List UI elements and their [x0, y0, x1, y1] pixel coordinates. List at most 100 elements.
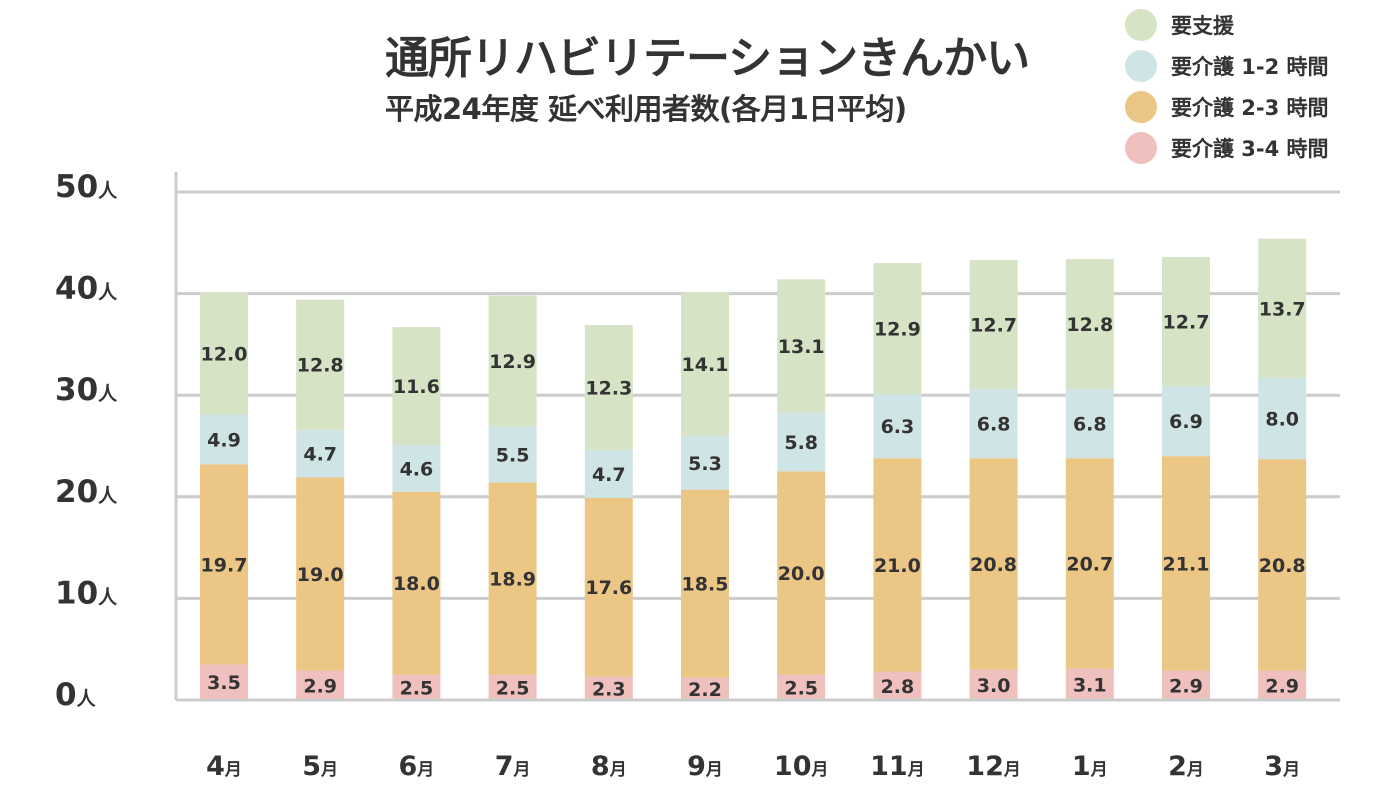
legend-item-shien: 要支援 [1125, 4, 1329, 45]
legend-label-kaigo-2-3: 要介護 2-3 時間 [1171, 95, 1329, 120]
data-label: 18.0 [393, 573, 440, 595]
chart-title: 通所リハビリテーションきんかい [385, 33, 1030, 84]
bar-segment [296, 429, 345, 478]
data-label: 8.0 [1265, 409, 1299, 431]
bar-segment [296, 670, 345, 700]
y-tick-label: 0人 [55, 677, 97, 713]
data-label: 2.3 [592, 678, 626, 700]
bar-segment [488, 674, 537, 700]
bar-segment [777, 674, 826, 700]
data-label: 19.0 [297, 564, 344, 586]
bar-segment [1162, 386, 1210, 457]
x-tick-label: 9月 [687, 751, 723, 782]
bar-segment [200, 664, 248, 700]
data-label: 5.3 [688, 453, 722, 475]
chart-subtitle: 平成24年度 延べ利用者数(各月1日平均) [385, 92, 907, 126]
data-label: 3.0 [977, 675, 1011, 697]
data-label: 3.1 [1073, 674, 1107, 696]
data-label: 12.3 [585, 378, 632, 400]
data-label: 4.6 [400, 458, 434, 480]
bar-segment [1258, 238, 1307, 378]
data-label: 12.8 [297, 355, 344, 377]
x-tick-label: 10月 [774, 751, 829, 782]
x-tick-label: 1月 [1072, 751, 1108, 782]
bar-segment [969, 389, 1018, 459]
legend-item-kaigo-2-3: 要介護 2-3 時間 [1125, 86, 1329, 127]
x-tick-label: 2月 [1168, 751, 1204, 782]
data-label: 13.7 [1259, 298, 1306, 320]
bar-segment [969, 669, 1018, 700]
data-label: 5.8 [784, 432, 818, 454]
data-label: 2.5 [400, 677, 434, 699]
bar-segment [681, 435, 729, 490]
x-tick-label: 3月 [1264, 751, 1300, 782]
data-label: 20.7 [1066, 553, 1113, 575]
legend-swatch-kaigo-1-2 [1125, 49, 1157, 82]
data-label: 2.2 [688, 679, 722, 701]
bar-segment [873, 263, 922, 395]
bar-segment [584, 450, 633, 498]
data-label: 2.5 [496, 677, 530, 699]
legend: 要支援 要介護 1-2 時間 要介護 2-3 時間 要介護 3-4 時間 [1125, 4, 1329, 168]
bar-segment [1162, 670, 1210, 700]
x-tick-label: 4月 [206, 751, 242, 782]
bar-segment [873, 394, 922, 459]
data-label: 2.9 [1169, 675, 1203, 697]
bar-segment [681, 292, 729, 436]
bar-segment [296, 477, 345, 671]
data-label: 4.7 [303, 444, 337, 466]
x-tick-label: 11月 [870, 751, 925, 782]
data-label: 17.6 [585, 577, 632, 599]
bar-segment [488, 295, 537, 427]
data-label: 18.5 [682, 574, 729, 596]
bar-segment [488, 482, 537, 675]
legend-item-kaigo-3-4: 要介護 3-4 時間 [1125, 127, 1329, 168]
legend-item-kaigo-1-2: 要介護 1-2 時間 [1125, 45, 1329, 86]
bar-segment [200, 414, 248, 465]
data-label: 6.9 [1169, 411, 1203, 433]
data-label: 14.1 [682, 354, 729, 376]
bar-segment [392, 674, 441, 700]
data-label: 21.1 [1163, 553, 1210, 575]
bar-segment [777, 279, 826, 413]
data-label: 2.8 [881, 676, 915, 698]
legend-swatch-kaigo-3-4 [1125, 131, 1157, 164]
bar-segment [392, 491, 441, 675]
y-tick-label: 50人 [55, 169, 118, 205]
bar-segment [1065, 389, 1114, 459]
y-tick-label: 30人 [55, 372, 118, 408]
legend-label-kaigo-3-4: 要介護 3-4 時間 [1171, 136, 1329, 161]
bar-segment [1162, 257, 1210, 387]
legend-swatch-shien [1125, 8, 1157, 41]
data-label: 20.0 [778, 563, 825, 585]
data-label: 12.7 [970, 315, 1017, 337]
data-label: 5.5 [496, 445, 530, 467]
bar-segment [392, 444, 441, 492]
data-label: 12.0 [201, 344, 248, 366]
bar-segment [200, 464, 248, 665]
data-label: 2.9 [1265, 675, 1299, 697]
bar-segment [1258, 459, 1307, 671]
data-label: 6.8 [1073, 414, 1107, 436]
bar-segment [584, 676, 633, 700]
bar-segment [1065, 259, 1114, 390]
legend-swatch-kaigo-2-3 [1125, 90, 1157, 123]
bar-segment [584, 325, 633, 451]
bar-segment [1065, 668, 1114, 700]
y-tick-label: 40人 [55, 271, 118, 307]
data-label: 19.7 [201, 554, 248, 576]
data-label: 3.5 [207, 672, 241, 694]
legend-label-shien: 要支援 [1171, 13, 1234, 38]
data-label: 6.8 [977, 414, 1011, 436]
bar-segment [200, 292, 248, 415]
bar-segment [873, 458, 922, 672]
bar-segment [296, 299, 345, 430]
y-tick-label: 10人 [55, 575, 118, 611]
data-label: 12.9 [874, 319, 921, 341]
data-label: 12.9 [489, 351, 536, 373]
data-label: 2.9 [303, 675, 337, 697]
data-label: 21.0 [874, 555, 921, 577]
data-label: 20.8 [1259, 555, 1306, 577]
bar-segment [1258, 670, 1307, 700]
